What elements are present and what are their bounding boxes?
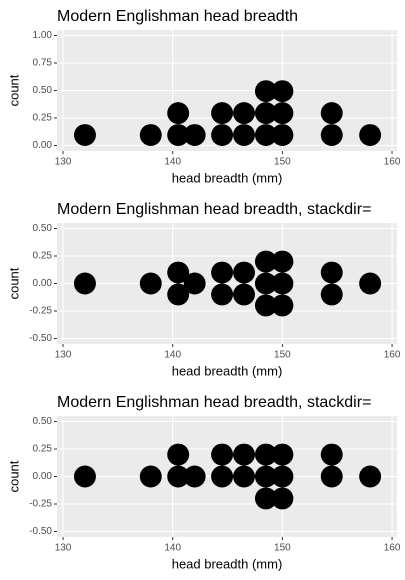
chart-title: Modern Englishman head breadth, stackdir… (57, 201, 371, 218)
x-tick-label: 160 (384, 543, 401, 554)
dot (320, 443, 343, 466)
panel: Modern Englishman head breadth 0.00 0.25 0.… (6, 8, 400, 185)
dot (211, 124, 234, 146)
dot (271, 250, 294, 273)
y-axis-label: count (6, 460, 21, 492)
dot (271, 272, 294, 295)
x-tick-label: 150 (274, 543, 291, 554)
dot (271, 294, 294, 317)
y-tick-label: 0.75 (33, 58, 53, 69)
dot (254, 487, 277, 510)
dot (359, 124, 382, 146)
dot (167, 261, 190, 284)
dot (233, 261, 255, 284)
dot (271, 80, 294, 103)
dot (167, 102, 190, 125)
dot (271, 465, 294, 488)
y-tick-label: -0.25 (29, 499, 52, 510)
dot (139, 465, 162, 488)
x-tick-label: 130 (55, 350, 72, 361)
x-tick-label: 140 (164, 157, 181, 168)
dot (139, 124, 162, 146)
panel: Modern Englishman head breadth, stackdir… (6, 394, 400, 571)
dot (359, 272, 382, 295)
dot (320, 465, 343, 488)
dot (254, 272, 277, 295)
dot (74, 465, 96, 488)
dot (183, 124, 206, 146)
y-tick-label: 0.50 (33, 416, 53, 427)
dot (167, 124, 190, 146)
dot (211, 102, 234, 125)
dot (74, 124, 96, 146)
chart-title: Modern Englishman head breadth (57, 8, 298, 25)
x-axis-label: head breadth (mm) (172, 556, 283, 571)
y-tick-label: 1.00 (33, 30, 53, 41)
dot (211, 465, 234, 488)
dot (183, 272, 206, 295)
dot (139, 272, 162, 295)
x-tick-label: 130 (55, 543, 72, 554)
dot (271, 443, 294, 466)
dot (320, 102, 343, 125)
chart-title: Modern Englishman head breadth, stackdir… (57, 394, 371, 411)
dot (320, 261, 343, 284)
dot (233, 465, 255, 488)
x-axis-label: head breadth (mm) (172, 170, 283, 185)
dot (271, 487, 294, 510)
dot (254, 80, 277, 103)
dot (359, 465, 382, 488)
panel: Modern Englishman head breadth, stackdir… (6, 201, 400, 378)
dot (320, 283, 343, 306)
y-tick-label: -0.25 (29, 306, 52, 317)
x-tick-label: 140 (164, 543, 181, 554)
dot (167, 283, 190, 306)
dot (183, 465, 206, 488)
x-tick-label: 150 (274, 350, 291, 361)
dot (211, 283, 234, 306)
x-tick-label: 150 (274, 157, 291, 168)
dot (254, 294, 277, 317)
y-axis-label: count (6, 267, 21, 299)
y-tick-label: 0.50 (33, 85, 53, 96)
dot (233, 283, 255, 306)
x-tick-label: 140 (164, 350, 181, 361)
y-tick-label: 0.00 (33, 471, 53, 482)
x-tick-label: 130 (55, 157, 72, 168)
dot (233, 443, 255, 466)
y-tick-label: 0.25 (33, 251, 53, 262)
dot (271, 102, 294, 125)
x-axis-label: head breadth (mm) (172, 363, 283, 378)
y-axis-label: count (6, 74, 21, 106)
y-tick-label: 0.50 (33, 223, 53, 234)
dot (254, 102, 277, 125)
x-tick-label: 160 (384, 157, 401, 168)
dot (233, 124, 255, 146)
y-tick-label: -0.50 (29, 526, 52, 537)
dot (254, 465, 277, 488)
dot (211, 261, 234, 284)
dot (254, 124, 277, 146)
y-tick-label: 0.25 (33, 444, 53, 455)
dot (254, 250, 277, 273)
dot (254, 443, 277, 466)
y-tick-label: 0.00 (33, 140, 53, 151)
dot (167, 465, 190, 488)
dot (320, 124, 343, 146)
dot (233, 102, 255, 125)
dot (167, 443, 190, 466)
y-tick-label: -0.50 (29, 333, 52, 344)
y-tick-label: 0.25 (33, 113, 53, 124)
dot (211, 443, 234, 466)
y-tick-label: 0.00 (33, 278, 53, 289)
dot (74, 272, 96, 295)
x-tick-label: 160 (384, 350, 401, 361)
dot (271, 124, 294, 146)
